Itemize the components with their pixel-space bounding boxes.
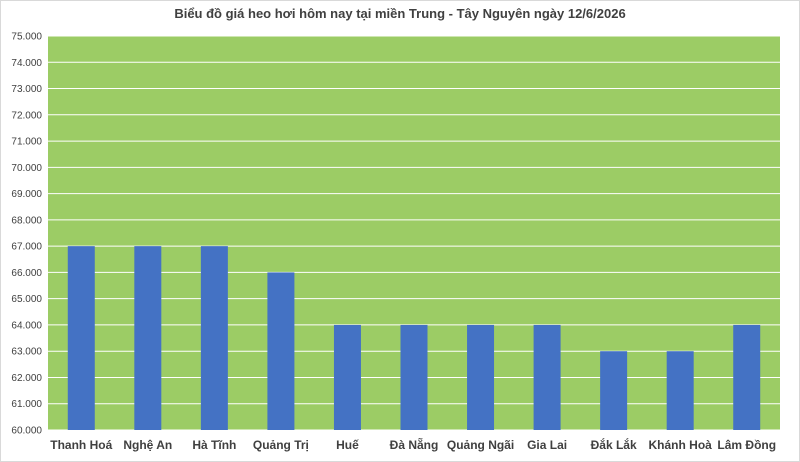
y-tick-label: 60.000 <box>11 426 42 437</box>
y-tick-label: 71.000 <box>11 137 42 148</box>
x-tick-label: Quảng Trị <box>253 438 309 452</box>
x-tick-label: Gia Lai <box>527 438 567 452</box>
x-tick-label: Huế <box>336 438 359 452</box>
x-tick-label: Hà Tĩnh <box>192 438 236 452</box>
bar-8 <box>600 351 628 430</box>
bars <box>67 246 761 430</box>
y-tick-label: 62.000 <box>11 373 42 384</box>
bar-2 <box>200 246 228 430</box>
x-tick-label: Lâm Đồng <box>717 438 776 452</box>
bar-3 <box>267 272 295 430</box>
y-tick-label: 63.000 <box>11 347 42 358</box>
y-tick-label: 73.000 <box>11 84 42 95</box>
y-tick-label: 70.000 <box>11 163 42 174</box>
bar-7 <box>533 324 561 430</box>
x-tick-label: Thanh Hoá <box>50 438 112 452</box>
bar-6 <box>467 324 495 430</box>
bar-1 <box>134 246 162 430</box>
x-axis-ticks: Thanh Hoá Nghệ An Hà Tĩnh Quảng Trị Huế Đà Nẵ… <box>50 437 776 452</box>
x-tick-label: Đắk Lắk <box>591 437 637 452</box>
y-tick-label: 75.000 <box>11 32 42 43</box>
x-tick-label: Khánh Hoà <box>649 438 713 452</box>
y-tick-label: 64.000 <box>11 320 42 331</box>
y-tick-label: 65.000 <box>11 294 42 305</box>
bar-4 <box>333 324 361 430</box>
bar-0 <box>67 246 95 430</box>
bar-10 <box>733 324 761 430</box>
x-tick-label: Quảng Ngãi <box>447 438 514 452</box>
y-tick-label: 74.000 <box>11 58 42 69</box>
y-tick-label: 72.000 <box>11 110 42 121</box>
y-tick-label: 66.000 <box>11 268 42 279</box>
y-tick-label: 69.000 <box>11 189 42 200</box>
x-tick-label: Nghệ An <box>123 438 172 452</box>
x-tick-label: Đà Nẵng <box>390 437 439 452</box>
chart-title: Biểu đồ giá heo hơi hôm nay tại miền Tru… <box>174 6 626 21</box>
y-tick-label: 68.000 <box>11 215 42 226</box>
bar-9 <box>666 351 694 430</box>
y-axis-ticks: 60.000 61.000 62.000 63.000 64.000 65.000 66.0… <box>11 32 42 437</box>
y-tick-label: 61.000 <box>11 399 42 410</box>
bar-5 <box>400 324 428 430</box>
y-tick-label: 67.000 <box>11 242 42 253</box>
